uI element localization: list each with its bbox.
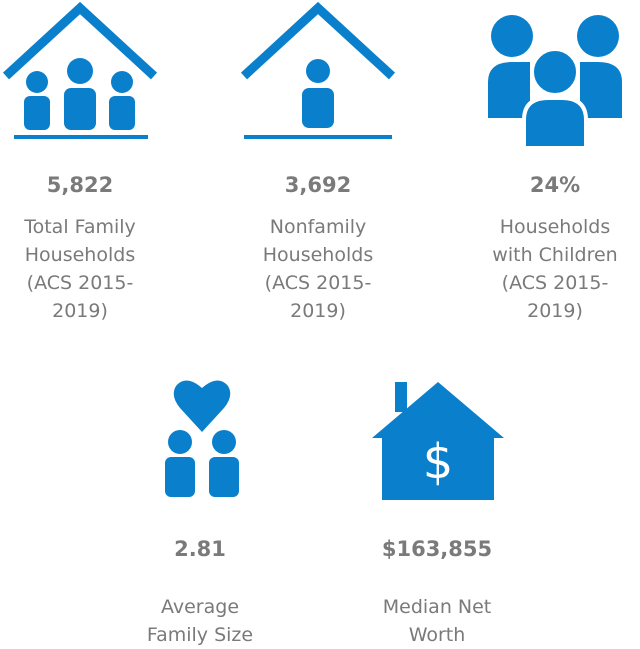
label-line: (ACS 2015- bbox=[26, 272, 134, 294]
icon-children bbox=[488, 15, 622, 150]
stat: 3,692 Nonfamily Households (ACS 2015- 2019) bbox=[218, 171, 418, 325]
stat: 24% Households with Children (ACS 2015- 2019… bbox=[455, 171, 640, 325]
stat-value: 3,692 bbox=[284, 173, 352, 197]
stat-value: 5,822 bbox=[46, 173, 114, 197]
label-line: Households bbox=[24, 244, 136, 266]
icon-net-worth-house bbox=[372, 382, 504, 500]
label-line: 2019) bbox=[52, 300, 108, 322]
stat: 5,822 Total Family Households (ACS 2015- 201… bbox=[0, 171, 180, 325]
label-line: (ACS 2015- bbox=[501, 272, 609, 294]
label-line: Nonfamily bbox=[269, 216, 367, 238]
stat-value: $163,855 bbox=[381, 537, 493, 561]
stat: $163,855 Median Net Worth bbox=[337, 535, 537, 649]
label-line: Total Family bbox=[24, 216, 136, 238]
label-line: Households bbox=[262, 244, 374, 266]
label-line: 2019) bbox=[290, 300, 346, 322]
label-line: Average bbox=[160, 596, 240, 618]
label-line: with Children bbox=[492, 244, 618, 266]
icon-nonfamily-house bbox=[240, 1, 396, 139]
stat: 2.81 Average Family Size bbox=[100, 535, 300, 649]
stat-label: Nonfamily Households (ACS 2015- 2019) bbox=[218, 213, 418, 325]
icon-family-house bbox=[2, 1, 158, 139]
label-line: Worth bbox=[408, 624, 466, 646]
label-line: (ACS 2015- bbox=[264, 272, 372, 294]
icon-family-size bbox=[165, 380, 239, 497]
label-line: Family Size bbox=[146, 624, 254, 646]
stat-value: 24% bbox=[529, 173, 581, 197]
icon-symbol: $ bbox=[423, 434, 454, 490]
stat-label: Households with Children (ACS 2015- 2019) bbox=[455, 213, 640, 325]
label-line: Households bbox=[499, 216, 611, 238]
stat-value: 2.81 bbox=[174, 537, 226, 561]
stat-label: Total Family Households (ACS 2015- 2019) bbox=[0, 213, 180, 325]
label-line: 2019) bbox=[527, 300, 583, 322]
label-line: Median Net bbox=[382, 596, 492, 618]
